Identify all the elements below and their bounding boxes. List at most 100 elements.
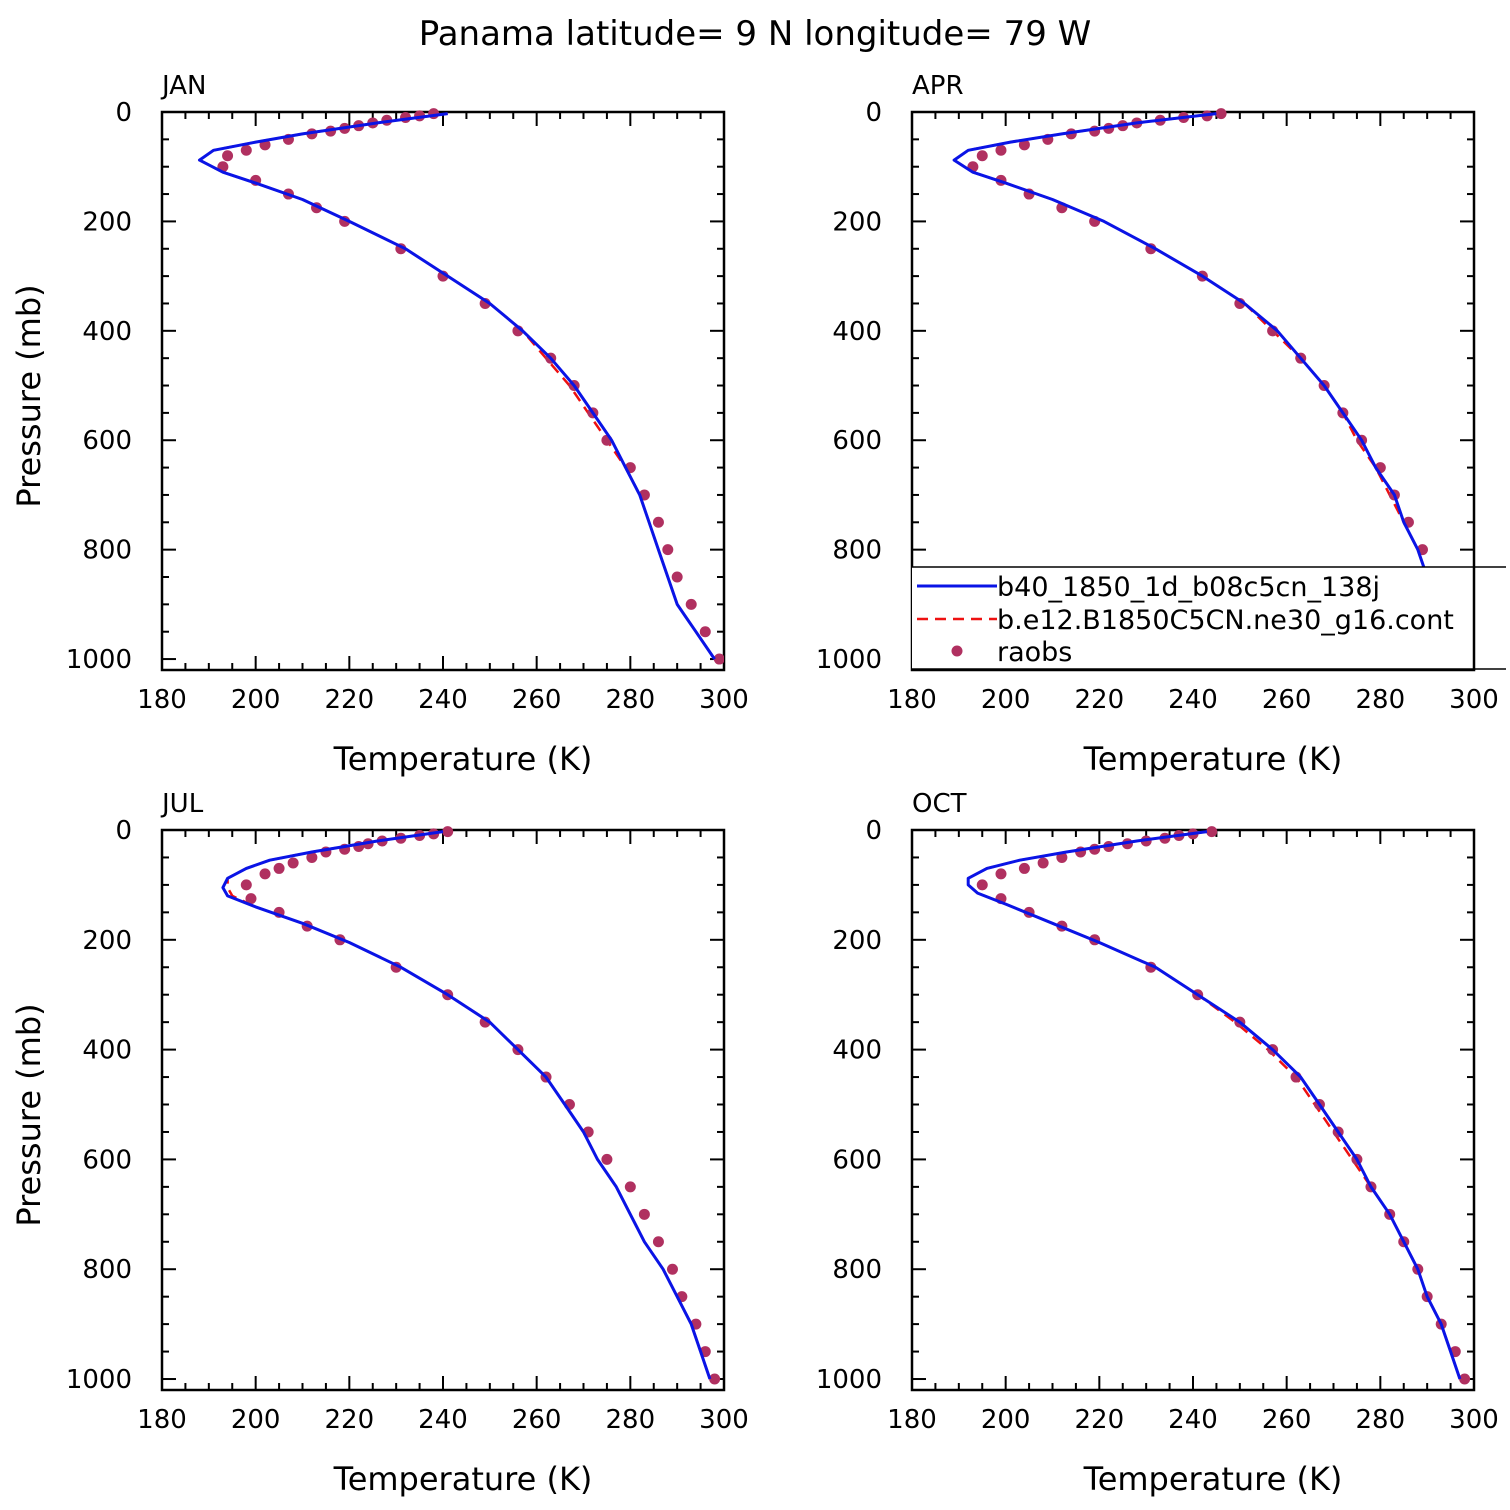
y-tick-label: 600	[832, 426, 882, 456]
x-tick-label: 300	[699, 685, 749, 715]
panel-label-jan: JAN	[160, 71, 206, 101]
y-tick-label: 200	[832, 926, 882, 956]
x-tick-label: 260	[1262, 1405, 1312, 1435]
y-tick-label: 400	[82, 1036, 132, 1066]
y-tick-label: 1000	[66, 645, 132, 675]
panel-jan: JAN 180 200 220 240 260 280 300 0 200 400 600 800 100…	[10, 71, 749, 778]
x-tick-label: 240	[418, 685, 468, 715]
raobs-point	[306, 851, 318, 863]
x-axis-label-jan: Temperature (K)	[333, 740, 593, 778]
x-tick-label: 180	[887, 685, 937, 715]
y-tick-label: 200	[82, 207, 132, 237]
raobs-point	[976, 879, 988, 891]
series-line-solid	[198, 112, 716, 660]
series-line-solid	[221, 830, 712, 1380]
raobs-point	[976, 150, 988, 162]
x-tick-label: 300	[1449, 1405, 1499, 1435]
raobs-point	[995, 868, 1007, 880]
raobs-point	[713, 653, 724, 665]
raobs-point	[666, 1263, 678, 1275]
y-tick-label: 400	[832, 317, 882, 347]
panel-oct: OCT 180 200 220 240 260 280 300 0 200 400 600 800 100…	[816, 789, 1499, 1498]
raobs-point	[1206, 826, 1218, 838]
raobs-point	[709, 1373, 721, 1385]
raobs-point	[273, 862, 285, 874]
x-tick-label: 260	[512, 1405, 562, 1435]
series-line-dashed	[198, 112, 716, 660]
raobs-point	[671, 571, 683, 583]
panel-label-oct: OCT	[912, 789, 967, 819]
raobs-point	[652, 516, 664, 528]
raobs-point	[259, 868, 271, 880]
raobs-point	[1459, 1373, 1471, 1385]
y-tick-label: 200	[832, 207, 882, 237]
x-axis-label-oct: Temperature (K)	[1083, 1460, 1343, 1498]
y-tick-label: 200	[82, 926, 132, 956]
y-tick-label: 0	[865, 98, 882, 128]
y-tick-label: 800	[82, 536, 132, 566]
legend-box	[912, 567, 1506, 669]
y-tick-label: 400	[832, 1036, 882, 1066]
x-tick-label: 180	[887, 1405, 937, 1435]
y-tick-label: 0	[865, 816, 882, 846]
y-tick-label: 800	[832, 1255, 882, 1285]
panel-jul: JUL 180 200 220 240 260 280 300 0 200 400 600 800 100…	[10, 789, 749, 1498]
series-line-dashed	[226, 830, 712, 1380]
series-line-dashed	[966, 830, 1462, 1380]
raobs-point	[1037, 857, 1049, 869]
plot-frame-jan	[160, 110, 726, 672]
x-tick-label: 280	[1356, 685, 1406, 715]
raobs-point	[1018, 139, 1030, 151]
x-tick-label: 260	[512, 685, 562, 715]
y-tick-label: 1000	[816, 645, 882, 675]
x-tick-label: 200	[231, 1405, 281, 1435]
x-tick-label: 240	[418, 1405, 468, 1435]
x-axis-label-apr: Temperature (K)	[1083, 740, 1343, 778]
raobs-point	[662, 544, 674, 556]
raobs-point	[995, 144, 1007, 156]
panel-label-jul: JUL	[160, 789, 204, 819]
y-tick-label: 1000	[66, 1365, 132, 1395]
x-tick-label: 200	[981, 685, 1031, 715]
y-tick-label: 800	[832, 536, 882, 566]
panel-apr: APR 180 200 220 240 260 280 300 0 200 400 600 800 100…	[816, 71, 1506, 778]
x-tick-label: 240	[1168, 685, 1218, 715]
data-layer-jan	[198, 108, 724, 665]
raobs-point	[240, 144, 252, 156]
x-tick-label: 200	[231, 685, 281, 715]
legend-label: b.e12.B1850C5CN.ne30_g16.cont	[997, 605, 1454, 636]
x-tick-label: 200	[981, 1405, 1031, 1435]
plot-frame-jul	[160, 828, 726, 1392]
y-axis-label-jul: Pressure (mb)	[10, 1003, 48, 1226]
x-tick-label: 220	[325, 685, 375, 715]
legend-label: b40_1850_1d_b08c5cn_138j	[997, 572, 1380, 603]
y-tick-label: 1000	[816, 1365, 882, 1395]
raobs-point	[652, 1236, 664, 1248]
x-tick-label: 300	[699, 1405, 749, 1435]
series-line-solid	[966, 830, 1462, 1380]
y-tick-label: 800	[82, 1255, 132, 1285]
raobs-point	[1018, 862, 1030, 874]
x-tick-label: 240	[1168, 1405, 1218, 1435]
legend-label: raobs	[997, 637, 1072, 668]
x-tick-label: 220	[1075, 1405, 1125, 1435]
y-tick-label: 400	[82, 317, 132, 347]
x-tick-label: 280	[1356, 1405, 1406, 1435]
panel-label-apr: APR	[912, 71, 964, 101]
plot-frame-oct	[910, 828, 1476, 1392]
x-tick-label: 280	[606, 1405, 656, 1435]
y-axis-label-jan: Pressure (mb)	[10, 284, 48, 507]
raobs-point	[685, 598, 697, 610]
x-tick-label: 180	[137, 685, 187, 715]
raobs-point	[240, 879, 252, 891]
raobs-point	[699, 626, 711, 638]
raobs-point	[245, 893, 257, 905]
y-tick-label: 0	[115, 98, 132, 128]
y-tick-label: 0	[115, 816, 132, 846]
x-tick-label: 220	[325, 1405, 375, 1435]
data-layer-jul	[221, 826, 721, 1385]
raobs-point	[222, 150, 234, 162]
x-tick-label: 260	[1262, 685, 1312, 715]
x-tick-label: 300	[1449, 685, 1499, 715]
y-tick-label: 600	[82, 1145, 132, 1175]
